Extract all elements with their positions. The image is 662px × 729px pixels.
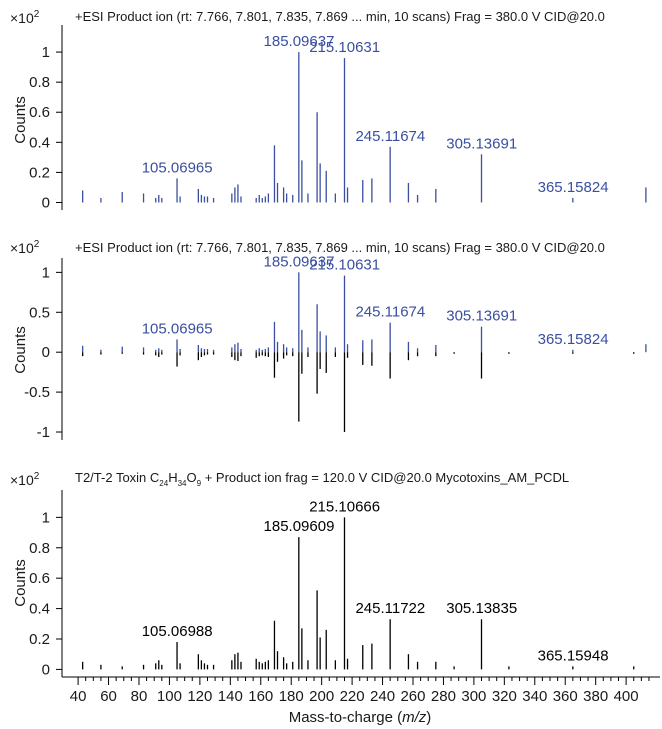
panel-2-y-ticks: -1 -0.5 0 0.5 1 bbox=[24, 264, 62, 441]
panel-2-y-tick-label: 0 bbox=[42, 344, 50, 361]
panel-2-multiplier: ×102 bbox=[10, 239, 40, 256]
panel-2-title: +ESI Product ion (rt: 7.766, 7.801, 7.83… bbox=[75, 240, 605, 255]
panel-1-y-tick-label: 0.8 bbox=[29, 74, 50, 91]
panel-3-y-tick-label: 1 bbox=[42, 509, 50, 526]
peak-label: 365.15948 bbox=[538, 647, 609, 664]
x-axis-label: Mass-to-charge (m/z) bbox=[289, 709, 432, 726]
peak-label: 245.11722 bbox=[355, 600, 425, 617]
peak-label: 305.13691 bbox=[446, 135, 517, 152]
panel-1-y-tick-label: 0.6 bbox=[29, 104, 50, 121]
peak-label: 215.10666 bbox=[309, 498, 380, 515]
panel-2-y-tick-label: -0.5 bbox=[24, 384, 50, 401]
x-tick-label: 200 bbox=[309, 688, 334, 705]
x-axis: 40 60 80 100 120 140 160 180 200 220 240 260 280 300 3… bbox=[62, 676, 660, 726]
peak-label: 245.11674 bbox=[355, 304, 425, 321]
panel-1-y-axis-label: Counts bbox=[12, 96, 29, 144]
panel-1-y-ticks: 0 0.2 0.4 0.6 0.8 1 bbox=[29, 44, 62, 211]
panel-measured-spectrum: ×102 +ESI Product ion (rt: 7.766, 7.801,… bbox=[10, 9, 647, 211]
panel-1-y-tick-label: 0.2 bbox=[29, 164, 50, 181]
x-tick-label: 100 bbox=[157, 688, 182, 705]
x-tick-label: 340 bbox=[522, 688, 547, 705]
x-tick-label: 400 bbox=[614, 688, 639, 705]
panel-1-y-tick-label: 1 bbox=[42, 44, 50, 61]
panel-1-y-tick-label: 0 bbox=[42, 194, 50, 211]
x-tick-label: 360 bbox=[553, 688, 578, 705]
peak-label: 215.10631 bbox=[309, 39, 380, 56]
panel-3-y-tick-label: 0.6 bbox=[29, 570, 50, 587]
peak-label: 305.13691 bbox=[446, 308, 517, 325]
panel-1-title: +ESI Product ion (rt: 7.766, 7.801, 7.83… bbox=[75, 9, 605, 24]
panel-3-y-tick-label: 0 bbox=[42, 661, 50, 678]
peak-label: 185.09609 bbox=[264, 518, 335, 535]
panel-1-peaks bbox=[82, 52, 647, 203]
peak-label: 365.15824 bbox=[538, 179, 609, 196]
x-tick-label: 280 bbox=[431, 688, 456, 705]
x-tick-label: 240 bbox=[370, 688, 395, 705]
x-axis-ticks: 40 60 80 100 120 140 160 180 200 220 240 260 280 300 3… bbox=[70, 677, 650, 705]
panel-3-peak-labels: 105.06988 185.09609 215.10666 245.11722 305.… bbox=[142, 498, 609, 664]
peak-label: 105.06988 bbox=[142, 623, 213, 640]
x-tick-label: 80 bbox=[131, 688, 148, 705]
panel-1-multiplier: ×102 bbox=[10, 9, 40, 26]
peak-label: 305.13835 bbox=[446, 600, 517, 617]
panel-3-y-ticks: 0 0.2 0.4 0.6 0.8 1 bbox=[29, 509, 62, 678]
peak-label: 215.10631 bbox=[309, 257, 380, 274]
panel-3-title: T2/T-2 Toxin C24H34O9 + Product ion frag… bbox=[75, 470, 569, 488]
panel-1-y-tick-label: 0.4 bbox=[29, 134, 50, 151]
peak-label: 245.11674 bbox=[355, 128, 425, 145]
x-tick-label: 140 bbox=[218, 688, 243, 705]
x-tick-label: 380 bbox=[583, 688, 608, 705]
x-tick-label: 260 bbox=[400, 688, 425, 705]
x-tick-label: 40 bbox=[70, 688, 87, 705]
panel-3-y-tick-label: 0.4 bbox=[29, 601, 50, 618]
peak-label: 365.15824 bbox=[538, 331, 609, 348]
panel-3-peaks bbox=[82, 517, 635, 670]
panel-mirror-comparison: ×102 +ESI Product ion (rt: 7.766, 7.801,… bbox=[10, 239, 647, 441]
peak-label: 105.06965 bbox=[142, 320, 213, 337]
x-tick-label: 320 bbox=[492, 688, 517, 705]
panel-2-y-tick-label: -1 bbox=[37, 424, 50, 441]
x-tick-label: 120 bbox=[187, 688, 212, 705]
panel-2-y-tick-label: 0.5 bbox=[29, 304, 50, 321]
x-tick-label: 180 bbox=[279, 688, 304, 705]
panel-2-y-tick-label: 1 bbox=[42, 264, 50, 281]
peak-label: 185.09637 bbox=[264, 33, 335, 50]
panel-3-y-axis-label: Counts bbox=[12, 559, 29, 607]
panel-3-y-tick-label: 0.2 bbox=[29, 631, 50, 648]
panel-3-multiplier: ×102 bbox=[10, 471, 40, 488]
peak-label: 185.09637 bbox=[264, 253, 335, 270]
panel-2-y-axis-label: Counts bbox=[12, 326, 29, 374]
x-tick-label: 60 bbox=[100, 688, 117, 705]
peak-label: 105.06965 bbox=[142, 159, 213, 176]
x-tick-label: 300 bbox=[461, 688, 486, 705]
panel-library-spectrum: ×102 T2/T-2 Toxin C24H34O9 + Product ion… bbox=[10, 470, 635, 678]
panel-2-peaks bbox=[82, 272, 647, 433]
x-tick-label: 220 bbox=[340, 688, 365, 705]
x-tick-label: 160 bbox=[248, 688, 273, 705]
panel-3-y-tick-label: 0.8 bbox=[29, 540, 50, 557]
